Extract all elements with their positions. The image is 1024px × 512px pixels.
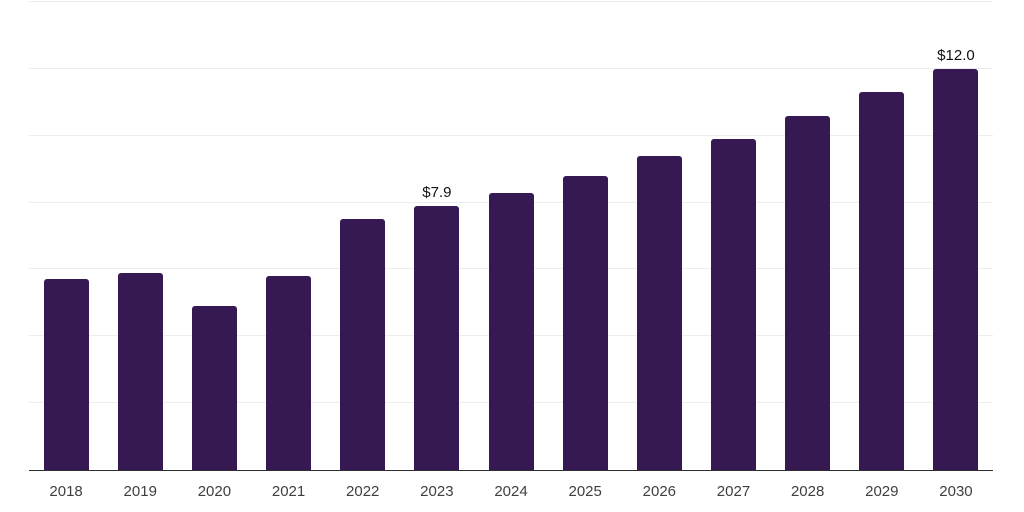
x-axis-line (29, 469, 993, 471)
x-tick-2024: 2024 (494, 483, 528, 500)
bar-column-2027 (696, 2, 770, 470)
bar-value-label-2030: $12.0 (937, 46, 975, 64)
plot-area: $7.9 $12.0 (29, 1, 993, 471)
bar-column-2026 (622, 2, 696, 470)
bar-2024 (488, 192, 534, 470)
gridline-12 (29, 67, 993, 69)
bar-column-2018 (29, 2, 103, 470)
bar-column-2030: $12.0 (919, 2, 993, 470)
bars: $7.9 $12.0 (29, 2, 993, 470)
x-tick-2022: 2022 (346, 483, 380, 500)
bar-2030 (933, 68, 979, 470)
bar-column-2021 (251, 2, 325, 470)
bar-2022 (340, 219, 386, 470)
x-tick-2026: 2026 (642, 483, 677, 500)
bar-2029 (859, 92, 905, 470)
x-tick-2028: 2028 (790, 483, 825, 500)
x-tick-2021: 2021 (271, 483, 306, 500)
bar-2019 (117, 272, 163, 470)
bar-column-2023: $7.9 (400, 2, 474, 470)
bar-2025 (562, 175, 608, 470)
bar-2021 (266, 276, 312, 470)
bar-column-2024 (474, 2, 548, 470)
x-tick-2020: 2020 (197, 483, 232, 500)
x-tick-2023: 2023 (420, 483, 454, 500)
x-axis-labels: 2018 2019 2020 2021 2022 2023 2024 2025 2026 2027… (29, 482, 993, 502)
x-tick-2018: 2018 (49, 483, 83, 500)
bar-value-label-2023: $7.9 (422, 183, 452, 201)
x-tick-2019: 2019 (123, 483, 157, 500)
bar-2028 (785, 115, 831, 470)
bar-column-2029 (845, 2, 919, 470)
bar-column-2019 (103, 2, 177, 470)
gridline-10 (29, 134, 993, 136)
bar-column-2028 (771, 2, 845, 470)
bar-2027 (710, 139, 756, 470)
x-tick-2025: 2025 (568, 483, 602, 500)
bar-column-2022 (326, 2, 400, 470)
bar-2018 (43, 279, 89, 470)
gridline-14 (29, 1, 993, 2)
bar-2020 (191, 306, 237, 470)
bar-column-2025 (548, 2, 622, 470)
bar-2023 (414, 205, 460, 470)
x-tick-2030: 2030 (939, 483, 973, 500)
bar-column-2020 (177, 2, 251, 470)
bar-2026 (636, 155, 682, 470)
x-tick-2027: 2027 (716, 483, 751, 500)
x-tick-2029: 2029 (865, 483, 899, 500)
